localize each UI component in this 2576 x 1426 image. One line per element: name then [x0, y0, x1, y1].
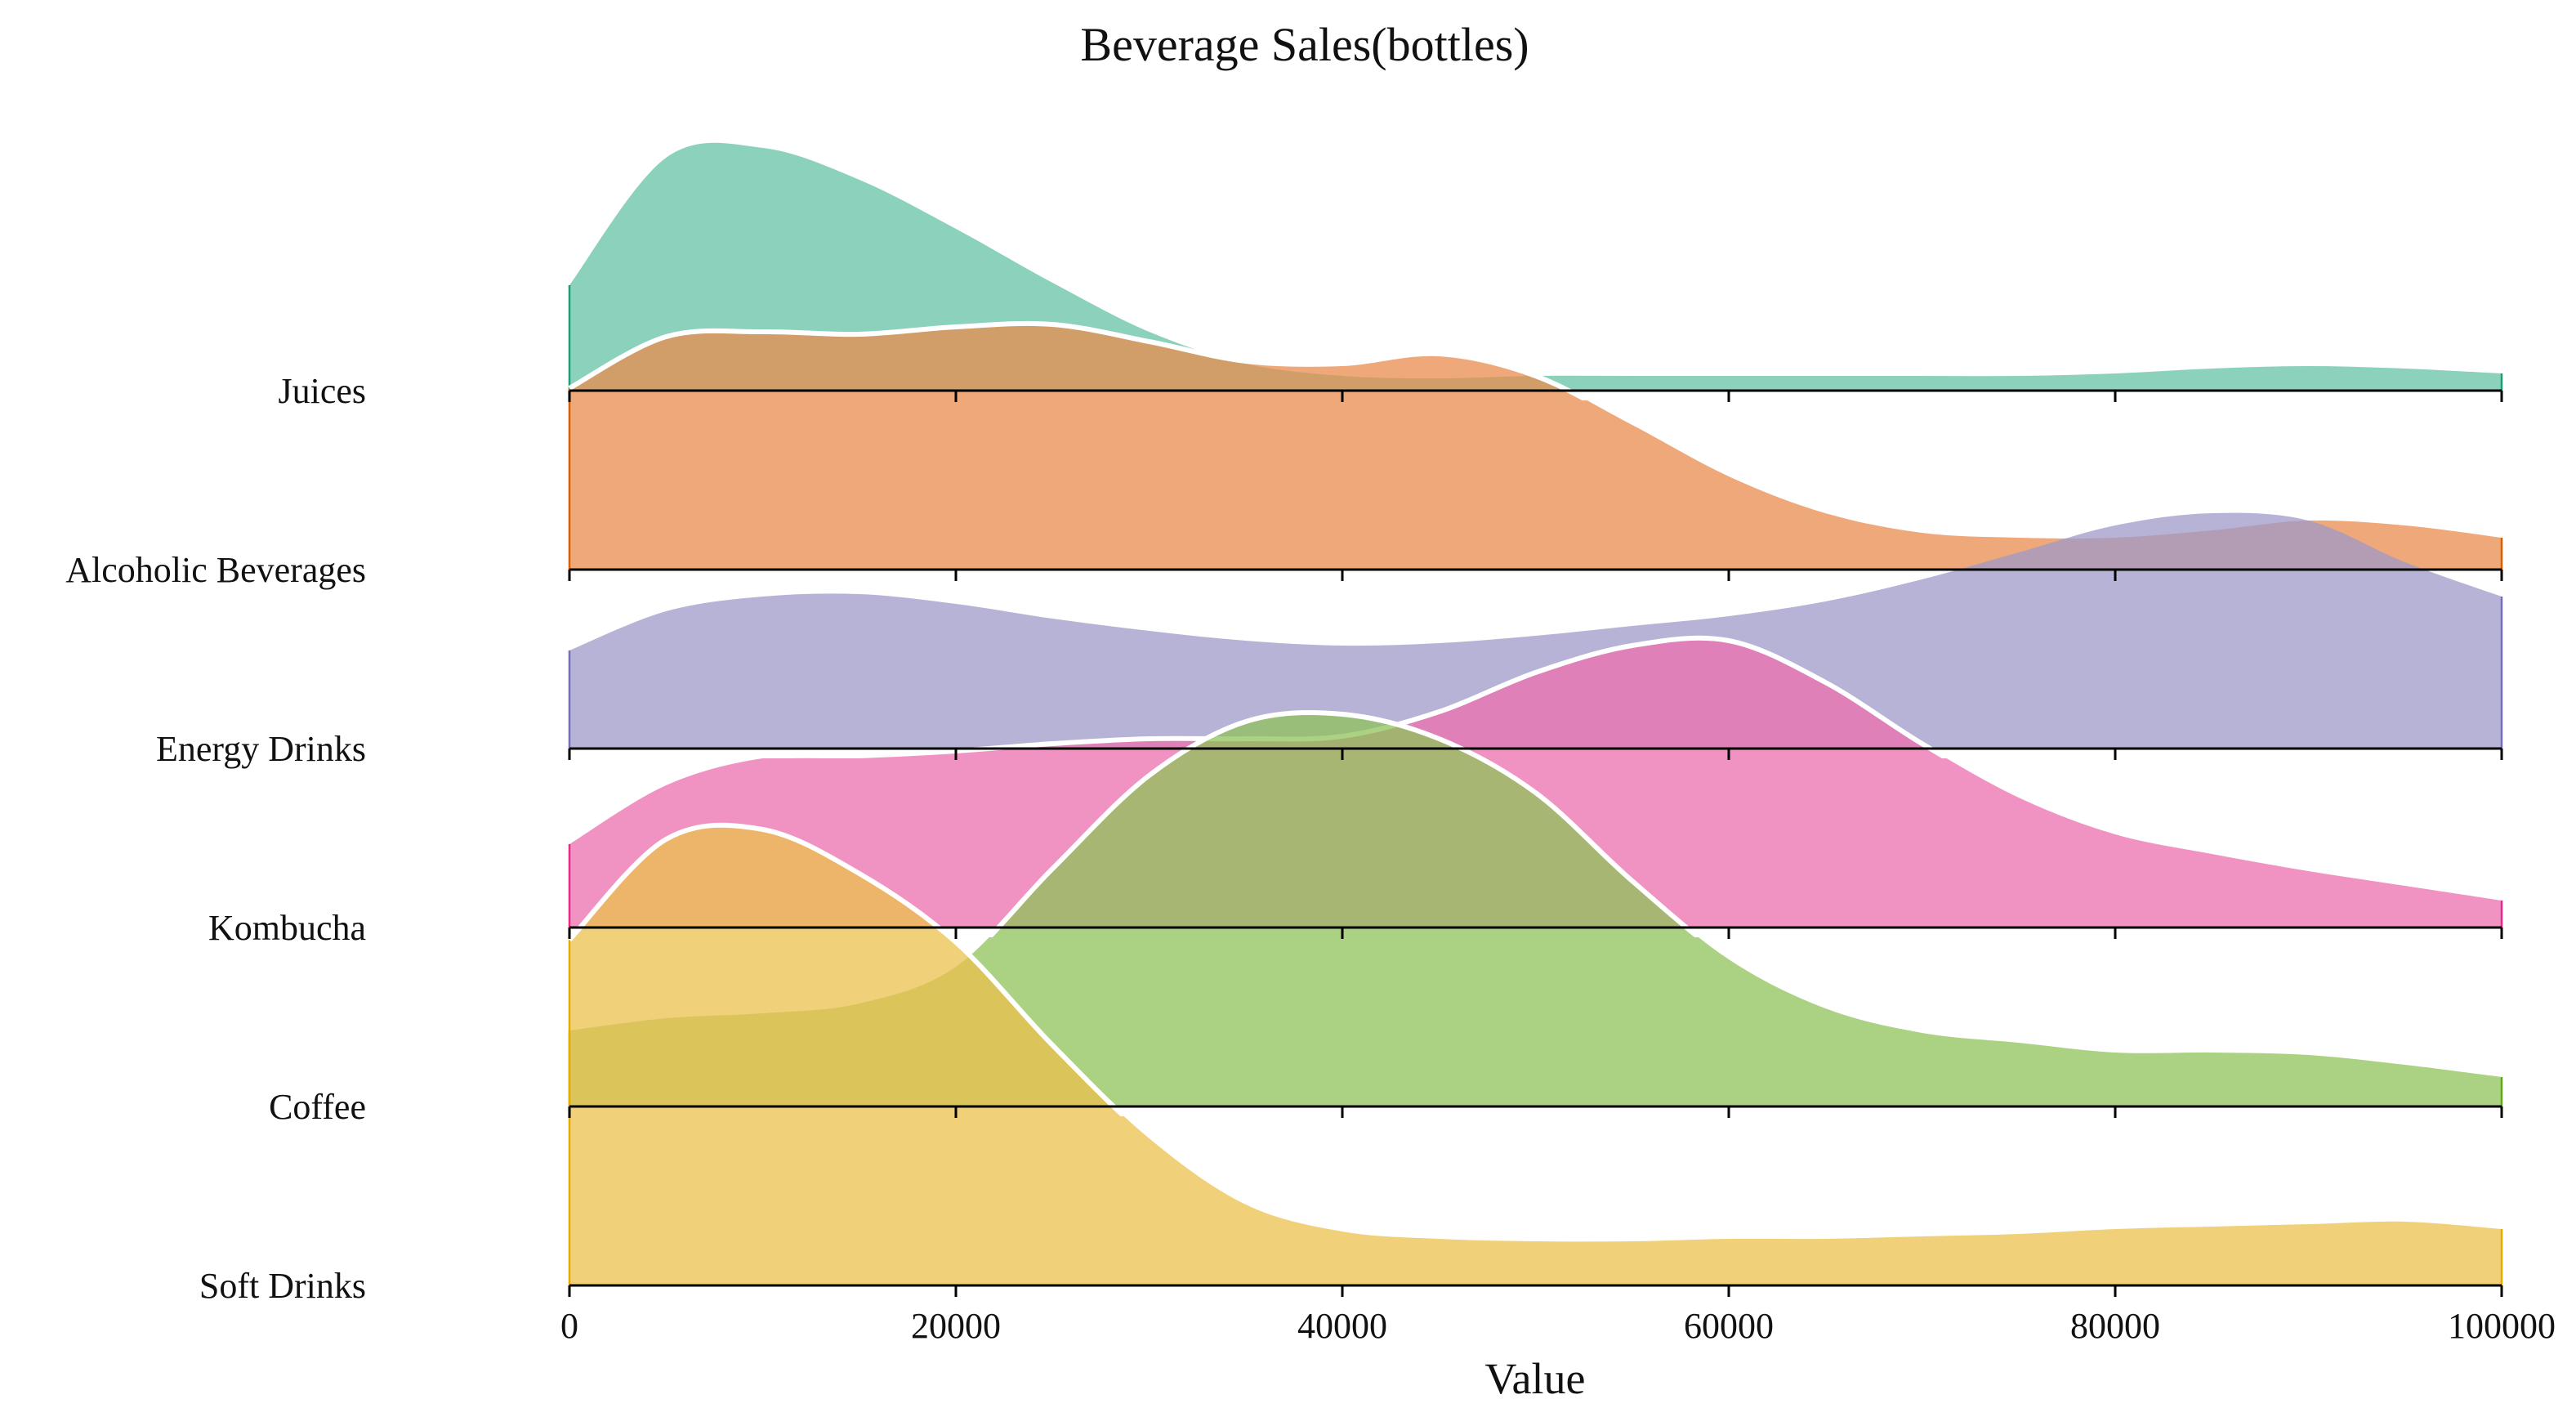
- x-tick-label: 0: [560, 1306, 578, 1346]
- baseline-juices: [568, 389, 2503, 402]
- row-label-alcoholic-beverages: Alcoholic Beverages: [65, 550, 366, 590]
- ridge-outline-alcoholic-beverages: [568, 320, 1593, 400]
- baseline-soft-drinks: [568, 1284, 2503, 1297]
- ridge-alcoholic-beverages: [568, 320, 2503, 570]
- ridge-outline-kombucha: [748, 635, 1952, 758]
- x-tick-label: 100000: [2448, 1306, 2556, 1346]
- x-axis-label: Value: [1485, 1354, 1586, 1403]
- row-label-juices: Juices: [278, 371, 366, 411]
- row-label-soft-drinks: Soft Drinks: [199, 1266, 366, 1306]
- ridge-outline-coffee: [985, 710, 1703, 937]
- baseline-alcoholic-beverages: [568, 568, 2503, 581]
- row-label-kombucha: Kombucha: [208, 908, 366, 948]
- x-tick-label: 60000: [1684, 1306, 1774, 1346]
- chart-title: Beverage Sales(bottles): [1080, 18, 1529, 71]
- x-tick-label: 80000: [2070, 1306, 2160, 1346]
- ridge-energy-drinks: [568, 512, 2503, 749]
- ridge-area-energy-drinks: [569, 512, 2502, 749]
- ridge-area-kombucha: [569, 637, 2502, 928]
- ridge-area-alcoholic-beverages: [569, 323, 2502, 570]
- baseline-coffee: [568, 1105, 2503, 1118]
- ridge-outline-soft-drinks: [567, 822, 1128, 1116]
- baseline-energy-drinks: [568, 747, 2503, 760]
- x-tick-label: 20000: [911, 1306, 1001, 1346]
- ridge-area-coffee: [569, 712, 2502, 1106]
- baseline-kombucha: [568, 926, 2503, 939]
- ridge-kombucha: [568, 635, 2503, 928]
- row-labels: Juices Alcoholic Beverages Energy Drinks Ko…: [65, 371, 366, 1306]
- row-label-coffee: Coffee: [269, 1087, 366, 1127]
- ridge-area-soft-drinks: [569, 825, 2502, 1285]
- row-baselines: [568, 389, 2503, 1297]
- x-tick-label: 40000: [1297, 1306, 1387, 1346]
- x-axis: 0 20000 40000 60000 80000 100000: [560, 1306, 2556, 1346]
- row-label-energy-drinks: Energy Drinks: [156, 729, 366, 769]
- ridge-layers: [567, 142, 2503, 1285]
